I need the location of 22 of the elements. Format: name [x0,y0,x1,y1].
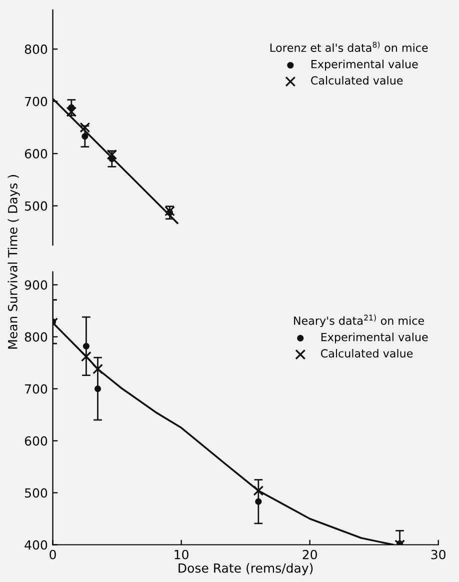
y-axis-title: Mean Survival Time ( Days ) [8,175,20,349]
y-tick-label: 700 [25,384,48,394]
y-tick-label: 900 [24,280,48,290]
legend-title: Neary's data$^{21)}$ on mice [294,314,424,328]
x-tick-label: 30 [431,550,446,560]
x-tick-label: 0 [50,550,56,560]
y-tick-label: 400 [24,540,48,550]
legend-label: Experimental value [312,60,418,70]
legend-title: Lorenz et al's data$^{8)}$ on mice [270,42,428,52]
x-axis-title: Dose Rate (rems/day) [178,563,313,576]
y-tick-label: 600 [24,149,48,159]
y-tick-label: 800 [24,44,48,54]
y-tick-label: 500 [25,488,48,498]
legend-label: Calculated value [311,76,403,85]
legend-label: Calculated value [320,348,413,358]
y-tick-label: 500 [25,201,48,211]
x-tick-label: 10 [174,550,188,560]
y-tick-label: 600 [24,436,48,446]
y-tick-label: 700 [25,96,48,106]
y-tick-label: 800 [24,332,48,342]
legend-label: Experimental value [321,332,428,344]
x-tick-label: 20 [302,550,317,560]
